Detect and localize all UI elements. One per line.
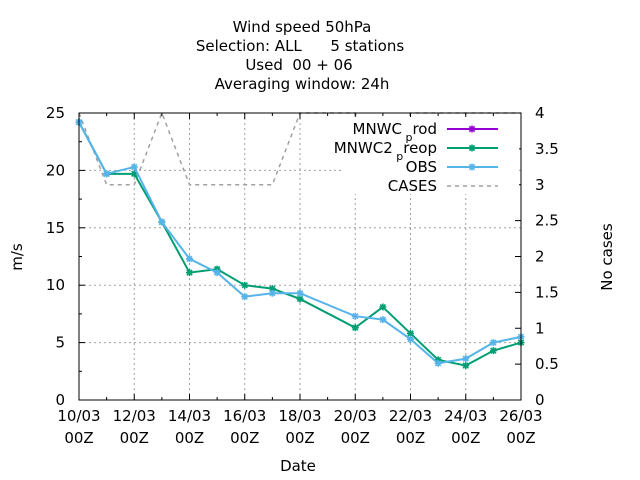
series-layer bbox=[75, 118, 525, 370]
series-line-obs bbox=[78, 121, 522, 365]
y2-tick-labels: 0 0.5 1 1.5 2 2.5 3 3.5 4 bbox=[535, 104, 559, 409]
y-tick-label: 20 bbox=[46, 161, 65, 179]
grid bbox=[79, 113, 521, 400]
data-point-obs-dot bbox=[408, 337, 413, 342]
data-point-obs-dot bbox=[270, 291, 275, 296]
title-line-2: Selection: ALL 5 stations bbox=[196, 37, 404, 55]
data-point-mnwc2-preop-dot bbox=[242, 283, 247, 288]
data-point-mnwc2-preop-dot bbox=[491, 348, 496, 353]
legend-marker-dot bbox=[470, 146, 474, 150]
x-tick-labels: 10/03 00Z 12/03 00Z 14/03 00Z 16/03 00Z 18/03 00Z… bbox=[57, 407, 542, 447]
x-tick-label-date: 10/03 bbox=[57, 407, 100, 425]
data-point-mnwc2-preop-dot bbox=[298, 296, 302, 301]
x-tick-label-hour: 00Z bbox=[341, 429, 370, 447]
y-tick-label: 0 bbox=[55, 391, 65, 409]
legend-label: MNWC prod bbox=[353, 120, 438, 144]
y2-axis-label: No cases bbox=[598, 223, 616, 291]
legend-marker-dot bbox=[470, 127, 474, 131]
y-tick-label: 5 bbox=[55, 334, 65, 352]
y2-tick-label: 0.5 bbox=[535, 355, 559, 373]
y2-tick-label: 3 bbox=[535, 176, 545, 194]
x-tick-label-hour: 00Z bbox=[175, 429, 204, 447]
y2-tick-label: 0 bbox=[535, 391, 545, 409]
x-tick-label-date: 16/03 bbox=[223, 407, 266, 425]
data-point-mnwc2-preop-dot bbox=[353, 325, 358, 330]
data-point-mnwc2-preop-dot bbox=[132, 171, 137, 176]
x-tick-label-hour: 00Z bbox=[506, 429, 535, 447]
title-line-3: Used 00 + 06 bbox=[245, 56, 352, 74]
data-point-obs-dot bbox=[436, 361, 441, 366]
y2-tick-label: 1 bbox=[535, 319, 545, 337]
data-point-obs-dot bbox=[298, 291, 302, 296]
axes bbox=[78, 112, 522, 401]
x-tick-label-date: 22/03 bbox=[389, 407, 432, 425]
legend-label: OBS bbox=[406, 158, 437, 176]
x-tick-label-date: 24/03 bbox=[444, 407, 487, 425]
x-tick-label-date: 18/03 bbox=[278, 407, 321, 425]
data-point-obs-dot bbox=[132, 164, 137, 169]
x-tick-label-hour: 00Z bbox=[64, 429, 93, 447]
x-axis-label: Date bbox=[280, 457, 316, 475]
y-tick-label: 10 bbox=[46, 276, 65, 294]
x-tick-label-date: 14/03 bbox=[168, 407, 211, 425]
legend-marker-dot bbox=[470, 165, 474, 169]
data-point-obs-dot bbox=[242, 294, 247, 299]
y-tick-label: 15 bbox=[46, 219, 65, 237]
y2-tick-label: 4 bbox=[535, 104, 545, 122]
data-point-mnwc2-preop-dot bbox=[408, 331, 413, 336]
series-obs bbox=[75, 118, 525, 367]
x-tick-label-date: 12/03 bbox=[113, 407, 156, 425]
data-point-obs-dot bbox=[380, 317, 385, 322]
data-point-obs-dot bbox=[491, 340, 496, 345]
x-tick-label-hour: 00Z bbox=[451, 429, 480, 447]
data-point-mnwc2-preop-dot bbox=[380, 305, 385, 310]
x-tick-label-date: 20/03 bbox=[334, 407, 377, 425]
data-point-obs-dot bbox=[187, 256, 192, 261]
data-point-obs-dot bbox=[104, 171, 109, 176]
title-line-4: Averaging window: 24h bbox=[215, 75, 390, 93]
y2-tick-label: 2.5 bbox=[535, 212, 559, 230]
legend-label: CASES bbox=[388, 177, 437, 195]
data-point-mnwc2-preop-dot bbox=[270, 286, 275, 291]
chart-title: Wind speed 50hPa Selection: ALL 5 statio… bbox=[196, 18, 404, 93]
title-line-1: Wind speed 50hPa bbox=[233, 18, 372, 36]
x-tick-label-hour: 00Z bbox=[120, 429, 149, 447]
data-point-mnwc2-preop-dot bbox=[463, 363, 468, 368]
y2-tick-label: 2 bbox=[535, 248, 545, 266]
x-tick-label-hour: 00Z bbox=[230, 429, 259, 447]
data-point-obs-dot bbox=[353, 314, 358, 319]
data-point-mnwc2-preop-dot bbox=[187, 270, 192, 275]
y2-tick-label: 3.5 bbox=[535, 140, 559, 158]
y-tick-label: 25 bbox=[46, 104, 65, 122]
y-tick-labels: 0 5 10 15 20 25 bbox=[46, 104, 65, 409]
data-point-obs-dot bbox=[215, 270, 220, 275]
x-tick-label-hour: 00Z bbox=[285, 429, 314, 447]
data-point-obs-dot bbox=[159, 220, 164, 225]
y2-tick-label: 1.5 bbox=[535, 283, 559, 301]
x-tick-label-date: 26/03 bbox=[499, 407, 542, 425]
legend-label: MNWC2 preop bbox=[334, 139, 437, 163]
x-tick-label-hour: 00Z bbox=[396, 429, 425, 447]
data-point-obs-dot bbox=[463, 356, 468, 361]
y-axis-label: m/s bbox=[8, 243, 26, 271]
